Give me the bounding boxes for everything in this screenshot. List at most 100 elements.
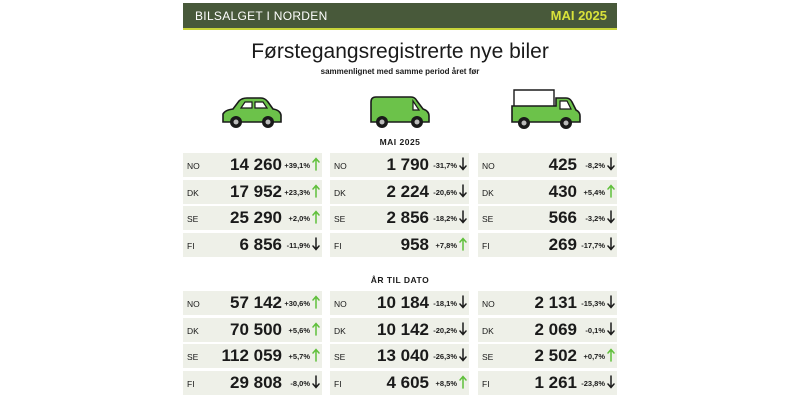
registration-count: 29 808 [230,372,282,392]
country-code: SE [482,352,494,362]
registration-count: 13 040 [377,346,429,365]
change-percent: +5,4% [583,187,605,197]
registration-count: 1 261 [534,372,577,392]
arrow-up-icon [607,348,615,362]
arrow-down-icon [312,236,320,251]
country-code: FI [482,378,490,389]
country-code: FI [334,378,342,389]
arrow-down-icon [459,157,467,171]
arrow-down-icon [459,183,467,198]
stat-row: NO 14 260 +39,1% [183,153,322,177]
registration-count: 2 856 [386,208,429,227]
country-code: FI [482,240,490,251]
arrow-down-icon [607,295,615,309]
stat-row: DK 70 500 +5,6% [183,317,322,342]
stat-row: SE 2 856 -18,2% [330,206,469,230]
change-percent: +5,7% [288,352,310,361]
country-code: NO [482,299,495,309]
stat-row: FI 4 605 +8,5% [330,370,469,395]
country-code: SE [334,214,346,224]
registration-count: 958 [400,234,429,254]
registration-count: 2 224 [386,181,429,201]
arrow-down-icon [459,210,467,224]
change-percent: -31,7% [433,161,457,170]
change-percent: -20,2% [433,325,457,335]
stat-row: DK 2 224 -20,6% [330,179,469,204]
registration-count: 70 500 [230,319,282,339]
arrow-down-icon [607,321,615,336]
car-icon [222,97,282,128]
change-percent: -11,9% [286,240,310,250]
header-title: BILSALGET I NORDEN [195,9,328,23]
registration-count: 2 502 [534,346,577,365]
page-title: Førstegangsregistrerte nye biler [251,40,549,63]
registration-count: 269 [548,234,577,254]
change-percent: -20,6% [433,187,457,197]
country-code: NO [187,299,200,309]
stat-row: NO 10 184 -18,1% [330,291,469,315]
stat-row: NO 425 -8,2% [478,153,617,177]
arrow-up-icon [312,348,320,362]
registration-count: 6 856 [239,234,282,254]
country-code: DK [187,325,199,336]
change-percent: +39,1% [284,161,310,170]
registration-count: 2 131 [534,293,577,312]
country-code: SE [482,214,494,224]
arrow-up-icon [312,183,320,198]
stat-row: FI 269 -17,7% [478,232,617,257]
arrow-down-icon [459,295,467,309]
country-code: SE [187,214,199,224]
change-percent: +2,0% [288,214,310,223]
arrow-up-icon [312,295,320,309]
registration-count: 425 [548,155,577,174]
section-label-month: MAI 2025 [379,137,421,147]
registration-count: 4 605 [386,372,429,392]
arrow-down-icon [312,374,320,389]
registration-count: 17 952 [230,181,282,201]
header-period: MAI 2025 [550,8,607,23]
page-subtitle: sammenlignet med samme period året før [320,67,480,76]
stat-row: SE 112 059 +5,7% [183,344,322,368]
stat-row: FI 6 856 -11,9% [183,232,322,257]
stat-row: DK 10 142 -20,2% [330,317,469,342]
stat-row: SE 13 040 -26,3% [330,344,469,368]
change-percent: -0,1% [585,325,605,335]
country-code: DK [482,325,494,336]
country-code: NO [187,161,200,171]
country-code: NO [334,299,347,309]
country-code: DK [187,187,199,198]
arrow-up-icon [312,157,320,171]
stat-row: SE 2 502 +0,7% [478,344,617,368]
country-code: NO [482,161,495,171]
arrow-down-icon [459,348,467,362]
country-code: FI [187,378,195,389]
stat-row: DK 2 069 -0,1% [478,317,617,342]
infographic: BILSALGET I NORDEN MAI 2025 Førstegangsr… [183,0,617,400]
arrow-down-icon [607,236,615,251]
change-percent: +7,8% [435,240,457,250]
country-code: FI [334,240,342,251]
stat-row: DK 430 +5,4% [478,179,617,204]
section-label-ytd: ÅR TIL DATO [370,275,430,285]
arrow-up-icon [459,374,467,389]
change-percent: -15,3% [581,299,605,308]
country-code: FI [187,240,195,251]
change-percent: -8,0% [290,378,310,388]
registration-count: 57 142 [230,293,282,312]
arrow-down-icon [459,321,467,336]
registration-count: 10 184 [377,293,429,312]
change-percent: -26,3% [433,352,457,361]
country-code: NO [334,161,347,171]
change-percent: -18,1% [433,299,457,308]
change-percent: -23,8% [581,378,605,388]
arrow-down-icon [607,374,615,389]
stat-row: NO 1 790 -31,7% [330,153,469,177]
country-code: SE [334,352,346,362]
registration-count: 10 142 [377,319,429,339]
change-percent: +30,6% [284,299,310,308]
change-percent: +5,6% [288,325,310,335]
truck-icon [511,89,581,129]
registration-count: 112 059 [221,346,282,365]
stat-row: DK 17 952 +23,3% [183,179,322,204]
arrow-down-icon [607,210,615,224]
